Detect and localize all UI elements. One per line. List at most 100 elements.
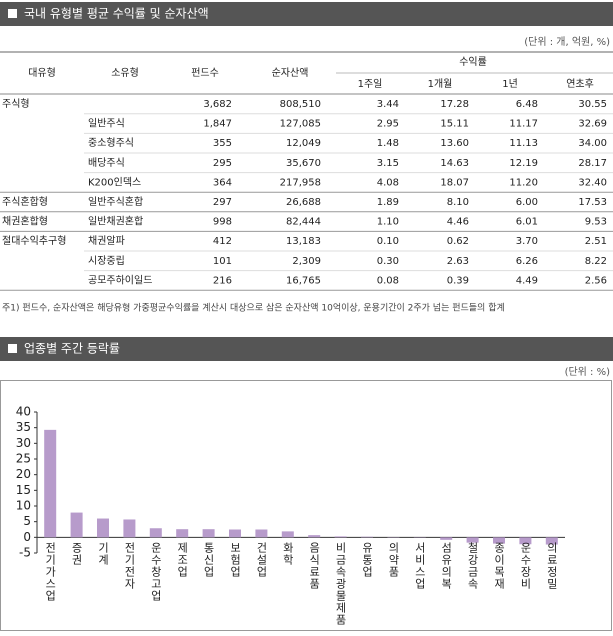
unit: (단위 : 개, 억원, %)	[524, 35, 610, 48]
chart-frame	[1, 381, 612, 631]
table-cell: 17.28	[440, 99, 469, 110]
x-tick-label: 보험업	[229, 542, 242, 578]
table-cell: 11.13	[509, 138, 538, 149]
column-header: 펀드수	[191, 67, 219, 79]
table-cell: 2.63	[447, 256, 469, 267]
bar	[361, 537, 373, 538]
x-tick-label: 전기전자	[123, 542, 136, 590]
bar	[44, 430, 56, 537]
table-cell: 6.48	[516, 99, 538, 110]
x-tick-label: 서비스업	[413, 542, 426, 590]
table-cell: 13,183	[286, 236, 321, 247]
y-tick-label: 10	[16, 499, 31, 513]
x-tick-label: 비금속광물제품	[334, 542, 347, 626]
x-tick-label: 철강금속	[466, 542, 479, 590]
y-tick-label: 25	[16, 452, 31, 466]
y-tick-label: 5	[23, 514, 31, 528]
table-cell: 3.15	[377, 158, 399, 169]
x-tick-label: 화학	[281, 542, 294, 566]
column-header: 연초후	[566, 78, 594, 90]
x-tick-label: 제조업	[176, 542, 189, 578]
table-cell: 1.48	[377, 138, 399, 149]
table-cell: 32.40	[578, 177, 607, 188]
table-cell: K200인덱스	[88, 176, 141, 188]
table-cell: 14.63	[440, 158, 469, 169]
table-cell: 0.08	[377, 275, 399, 286]
table-cell: 2.51	[585, 236, 607, 247]
x-tick-label: 증권	[70, 542, 83, 566]
bar	[440, 537, 452, 540]
table-cell: 절대수익추구형	[2, 234, 66, 247]
column-header: 1주일	[358, 78, 383, 90]
bar	[203, 529, 215, 537]
table-cell: 0.30	[377, 256, 399, 267]
table-cell: 일반주식혼합	[88, 195, 143, 208]
table-cell: 일반채권혼합	[88, 215, 143, 228]
x-tick-label: 기계	[97, 542, 110, 566]
table-cell: 35,670	[286, 158, 321, 169]
x-tick-label: 섬유의복	[440, 542, 453, 590]
section-title: 업종별 주간 등락률	[24, 342, 120, 356]
column-header: 1개월	[428, 78, 453, 90]
table-cell: 6.00	[516, 197, 538, 208]
table-cell: 배당주식	[88, 157, 125, 169]
bar	[308, 535, 320, 537]
y-tick-label: 35	[16, 420, 31, 434]
bar	[176, 529, 188, 537]
column-header: 1년	[502, 78, 518, 90]
table-cell: 12,049	[286, 138, 321, 149]
table-cell: 13.60	[440, 138, 469, 149]
table-cell: 808,510	[280, 99, 321, 110]
y-tick-label: 15	[16, 483, 31, 497]
table-cell: 2.95	[377, 119, 399, 130]
bar	[97, 519, 109, 538]
x-tick-label: 운수창고업	[149, 542, 162, 602]
x-tick-label: 의약품	[387, 542, 400, 578]
bullet	[8, 344, 17, 353]
x-tick-label: 종이목재	[493, 542, 506, 590]
table-cell: 3.44	[377, 99, 399, 110]
table-cell: 0.10	[377, 236, 399, 247]
table-cell: 127,085	[280, 119, 321, 130]
table-cell: 8.22	[585, 256, 607, 267]
table-cell: 4.49	[516, 275, 538, 286]
x-tick-label: 통신업	[202, 542, 215, 578]
table-cell: 297	[213, 197, 232, 208]
y-tick-label: 0	[23, 530, 31, 544]
table-cell: 3.70	[516, 236, 538, 247]
table-cell: 채권혼합형	[2, 215, 48, 228]
bullet	[8, 9, 17, 18]
table-cell: 시장중립	[88, 254, 125, 267]
y-tick-label: 30	[16, 436, 31, 450]
table-cell: 일반주식	[88, 118, 125, 130]
table-cell: 364	[213, 177, 232, 188]
x-tick-label: 건설업	[255, 542, 268, 578]
table-cell: 16,765	[286, 275, 321, 286]
x-tick-label: 의료정밀	[545, 542, 558, 590]
table-cell: 6.01	[516, 217, 538, 228]
table-cell: 34.00	[578, 138, 607, 149]
table-cell: 28.17	[578, 158, 607, 169]
table-cell: 1.10	[377, 217, 399, 228]
table-cell: 3,682	[203, 99, 232, 110]
table-cell: 0.39	[447, 275, 469, 286]
table-cell: 1.89	[377, 197, 399, 208]
table-cell: 주식혼합형	[2, 195, 48, 208]
bar	[335, 536, 347, 537]
table-cell: 공모주하이일드	[88, 273, 152, 286]
x-tick-label: 전기가스업	[44, 542, 57, 602]
table-cell: 주식형	[2, 98, 30, 110]
table-cell: 2.56	[585, 275, 607, 286]
y-tick-label: 40	[16, 405, 31, 419]
table-cell: 32.69	[578, 119, 607, 130]
bar	[150, 528, 162, 537]
table-cell: 101	[213, 256, 232, 267]
table-cell: 15.11	[440, 119, 469, 130]
bar	[229, 530, 241, 538]
column-header: 소유형	[111, 67, 139, 79]
table-cell: 12.19	[509, 158, 538, 169]
table-cell: 82,444	[286, 217, 321, 228]
x-tick-label: 운수장비	[519, 542, 532, 590]
section-title: 국내 유형별 평균 수익률 및 순자산액	[24, 7, 209, 21]
